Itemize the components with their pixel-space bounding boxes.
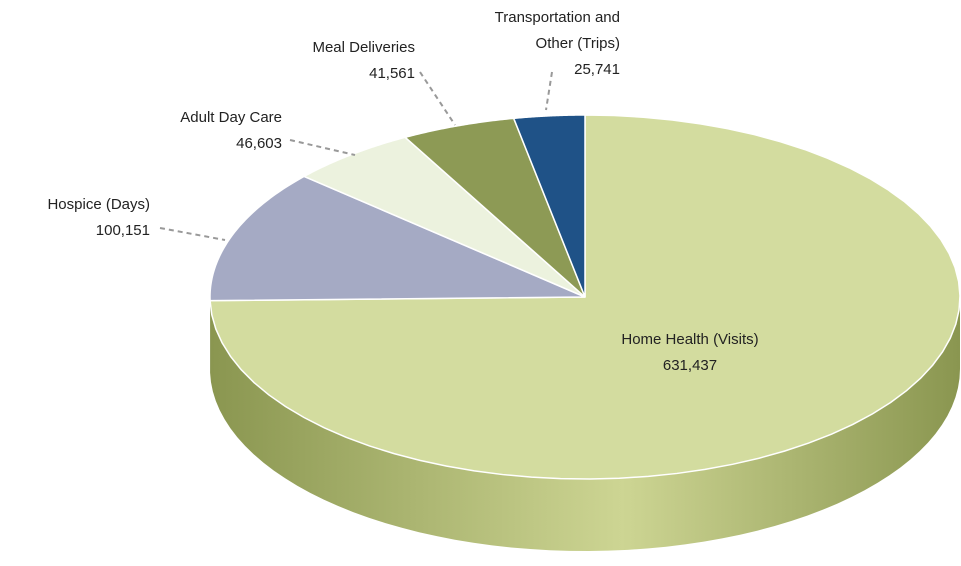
value-label: 25,741	[574, 61, 620, 78]
slice	[209, 175, 586, 302]
slice-side	[210, 297, 960, 551]
slice-label: Adult Day Care 46,603	[132, 105, 282, 157]
category-label: Transportation and Other (Trips)	[494, 9, 620, 52]
leader-line	[419, 71, 456, 126]
value-label: 100,151	[95, 222, 150, 239]
slice-label: Meal Deliveries 41,561	[265, 35, 415, 87]
leader-line	[545, 71, 553, 111]
slice	[512, 114, 586, 298]
category-label: Hospice (Days)	[47, 196, 150, 213]
leader-line	[289, 139, 356, 156]
value-label: 46,603	[236, 135, 282, 152]
value-label: 41,561	[369, 65, 415, 82]
slice-label: Hospice (Days) 100,151	[0, 192, 150, 244]
category-label: Adult Day Care	[180, 109, 282, 126]
category-label: Home Health (Visits)	[621, 331, 759, 348]
category-label: Meal Deliveries	[312, 39, 415, 56]
value-label: 631,437	[662, 357, 718, 374]
slice-label: Home Health (Visits) 631,437	[570, 327, 810, 379]
slice-label: Transportation and Other (Trips) 25,741	[470, 5, 620, 83]
leader-line	[159, 227, 226, 241]
slice	[403, 117, 586, 298]
slice	[302, 136, 586, 298]
